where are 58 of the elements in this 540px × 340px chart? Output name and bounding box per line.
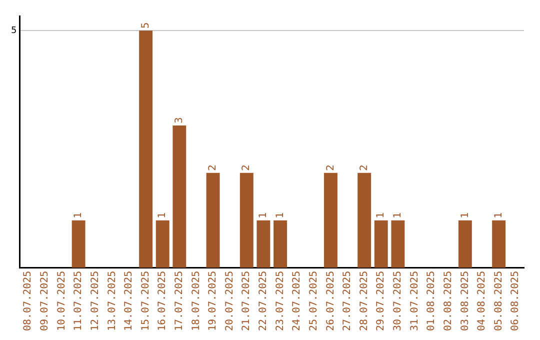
- data-label: 1: [493, 212, 504, 218]
- x-tick-label: 31.07.2025: [409, 270, 420, 332]
- x-tick-label: 02.08.2025: [442, 270, 454, 332]
- x-tick-label: 29.07.2025: [376, 270, 387, 332]
- bar: [172, 125, 186, 268]
- bar: [391, 220, 405, 268]
- x-tick-label: 03.08.2025: [460, 270, 471, 332]
- x-tick-label: 10.07.2025: [56, 270, 68, 332]
- bar: [374, 220, 388, 268]
- data-label: 1: [376, 212, 387, 218]
- x-tick-label: 16.07.2025: [157, 270, 168, 332]
- x-tick-label: 08.07.2025: [22, 270, 34, 332]
- bar: [240, 172, 254, 268]
- data-label: 1: [460, 212, 471, 218]
- x-tick-label: 06.08.2025: [510, 270, 522, 332]
- data-label: 1: [73, 212, 84, 218]
- x-tick-label: 23.07.2025: [274, 270, 286, 332]
- data-label: 2: [208, 164, 219, 171]
- bar: [72, 220, 86, 268]
- bar: [139, 30, 153, 268]
- x-tick-label: 24.07.2025: [292, 270, 303, 332]
- data-label: 1: [392, 212, 404, 218]
- x-tick-label: 12.07.2025: [90, 270, 101, 332]
- data-label: 2: [358, 164, 370, 171]
- x-tick-label: 19.07.2025: [208, 270, 219, 332]
- x-tick-label: 30.07.2025: [392, 270, 404, 332]
- x-tick-label: 17.07.2025: [174, 270, 186, 332]
- data-label: 5: [140, 22, 152, 29]
- bar: [324, 172, 338, 268]
- data-label: 1: [157, 212, 168, 218]
- x-tick-label: 01.08.2025: [426, 270, 438, 332]
- x-tick-label: 21.07.2025: [241, 270, 252, 332]
- bar: [492, 220, 506, 268]
- bar: [256, 220, 270, 268]
- data-label: 2: [325, 164, 336, 171]
- x-tick-label: 11.07.2025: [73, 270, 84, 332]
- x-tick-label: 09.07.2025: [40, 270, 51, 332]
- bar: [458, 220, 472, 268]
- x-tick-label: 25.07.2025: [308, 270, 320, 332]
- x-tick-label: 27.07.2025: [342, 270, 354, 332]
- x-tick-label: 26.07.2025: [325, 270, 336, 332]
- data-label: 1: [258, 212, 270, 218]
- x-tick-label: 04.08.2025: [476, 270, 488, 332]
- data-label: 3: [174, 117, 186, 124]
- data-label: 1: [274, 212, 286, 218]
- bar: [156, 220, 170, 268]
- x-tick-label: 15.07.2025: [140, 270, 152, 332]
- x-tick-label: 05.08.2025: [493, 270, 504, 332]
- data-label: 2: [241, 164, 252, 171]
- bar: [358, 172, 372, 268]
- bar: [274, 220, 287, 268]
- x-tick-label: 14.07.2025: [124, 270, 135, 332]
- x-tick-label: 28.07.2025: [358, 270, 370, 332]
- bar: [206, 172, 220, 268]
- x-tick-label: 20.07.2025: [224, 270, 236, 332]
- x-tick-label: 22.07.2025: [258, 270, 270, 332]
- x-tick-label: 13.07.2025: [106, 270, 118, 332]
- x-tick-label: 18.07.2025: [190, 270, 202, 332]
